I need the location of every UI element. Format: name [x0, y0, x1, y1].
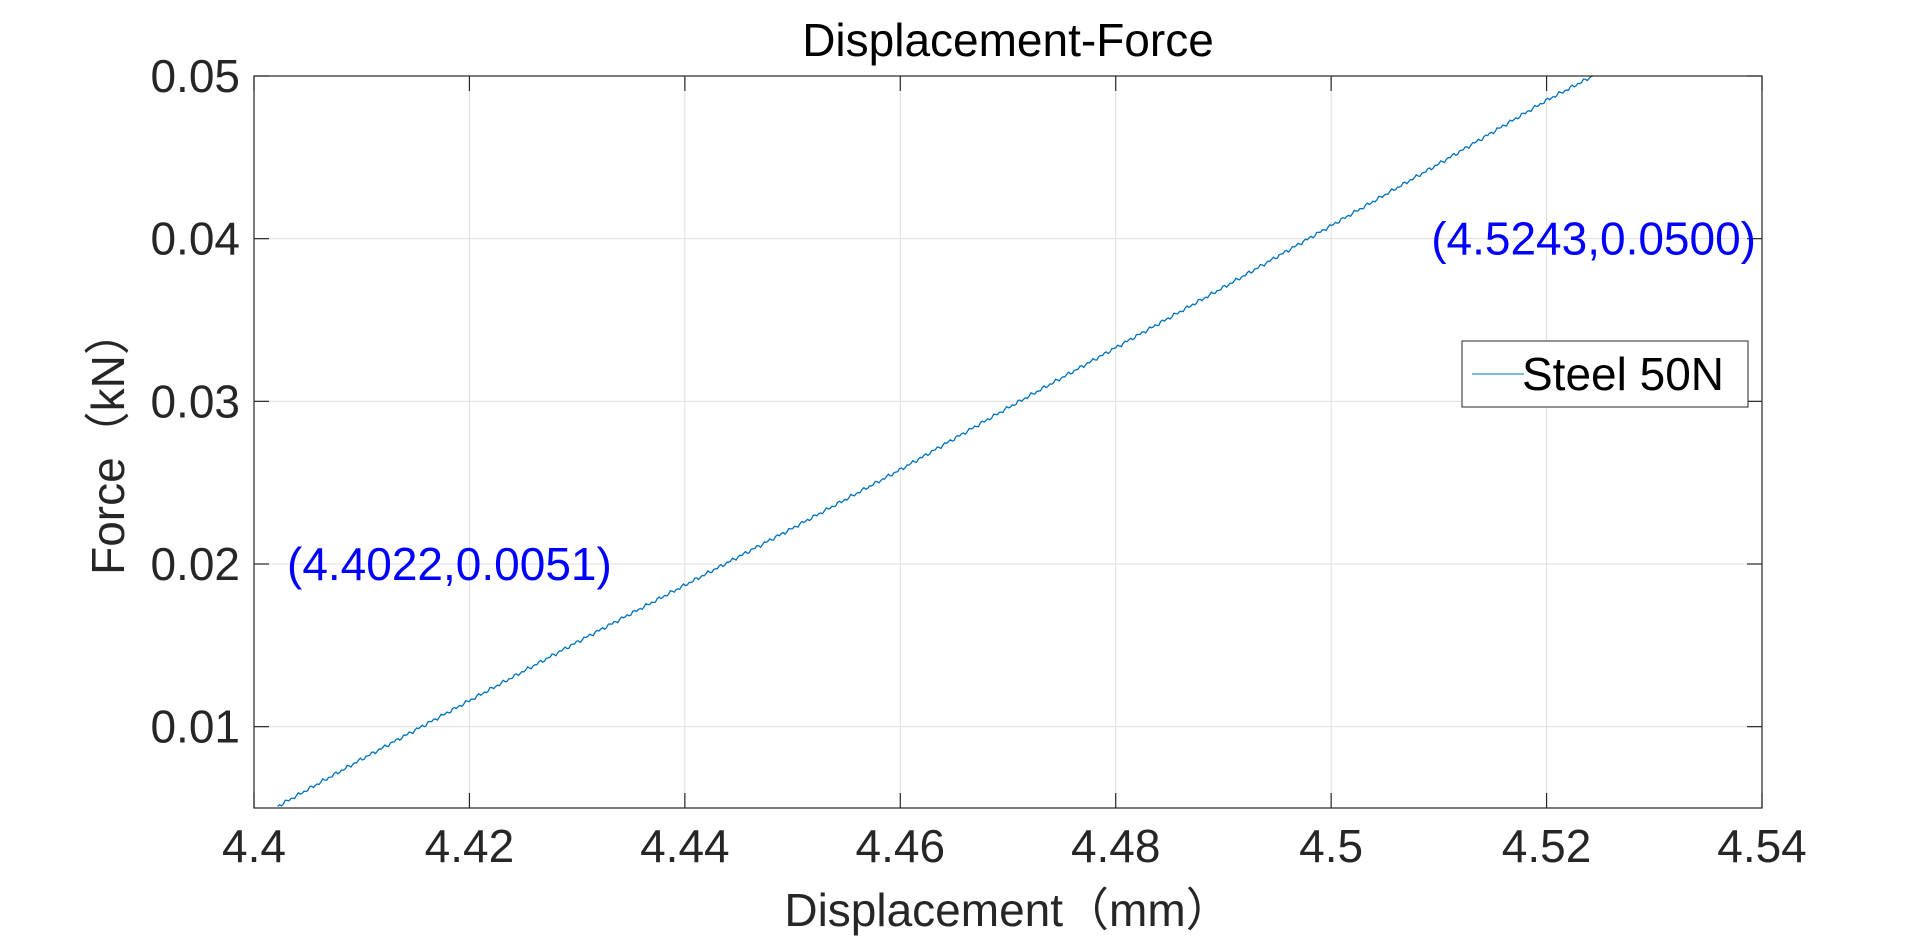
y-tick-label-0-05: 0.05	[150, 50, 240, 102]
y-tick-label-0-04: 0.04	[150, 213, 240, 265]
annotation-end-point: (4.5243,0.0500)	[1431, 213, 1756, 265]
y-axis-label: Force（kN）	[82, 309, 134, 575]
legend: Steel 50N	[1461, 340, 1749, 408]
series-layer	[277, 75, 1594, 807]
y-tick-label-0-03: 0.03	[150, 375, 240, 427]
legend-label-steel-50n: Steel 50N	[1522, 348, 1724, 400]
annotation-start-point: (4.4022,0.0051)	[287, 538, 612, 590]
x-tick-label-4-5: 4.5	[1299, 820, 1363, 872]
x-tick-labels: 4.4 4.42 4.44 4.46 4.48 4.5 4.52 4.54	[222, 820, 1807, 872]
chart-title: Displacement-Force	[802, 14, 1214, 66]
y-tick-label-0-01: 0.01	[150, 701, 240, 753]
x-tick-label-4-4: 4.4	[222, 820, 286, 872]
x-tick-label-4-44: 4.44	[640, 820, 730, 872]
x-tick-label-4-48: 4.48	[1071, 820, 1161, 872]
plot-frame	[253, 75, 1763, 809]
x-tick-label-4-52: 4.52	[1502, 820, 1592, 872]
plot-area	[254, 76, 1762, 808]
series-line-steel-50n	[277, 75, 1594, 807]
x-axis-label: Displacement（mm）	[784, 884, 1231, 936]
axis-ticks	[253, 75, 1763, 808]
y-tick-labels: 0.01 0.02 0.03 0.04 0.05	[150, 50, 240, 753]
x-tick-label-4-54: 4.54	[1717, 820, 1807, 872]
x-tick-label-4-42: 4.42	[425, 820, 515, 872]
y-tick-label-0-02: 0.02	[150, 538, 240, 590]
x-tick-label-4-46: 4.46	[856, 820, 946, 872]
